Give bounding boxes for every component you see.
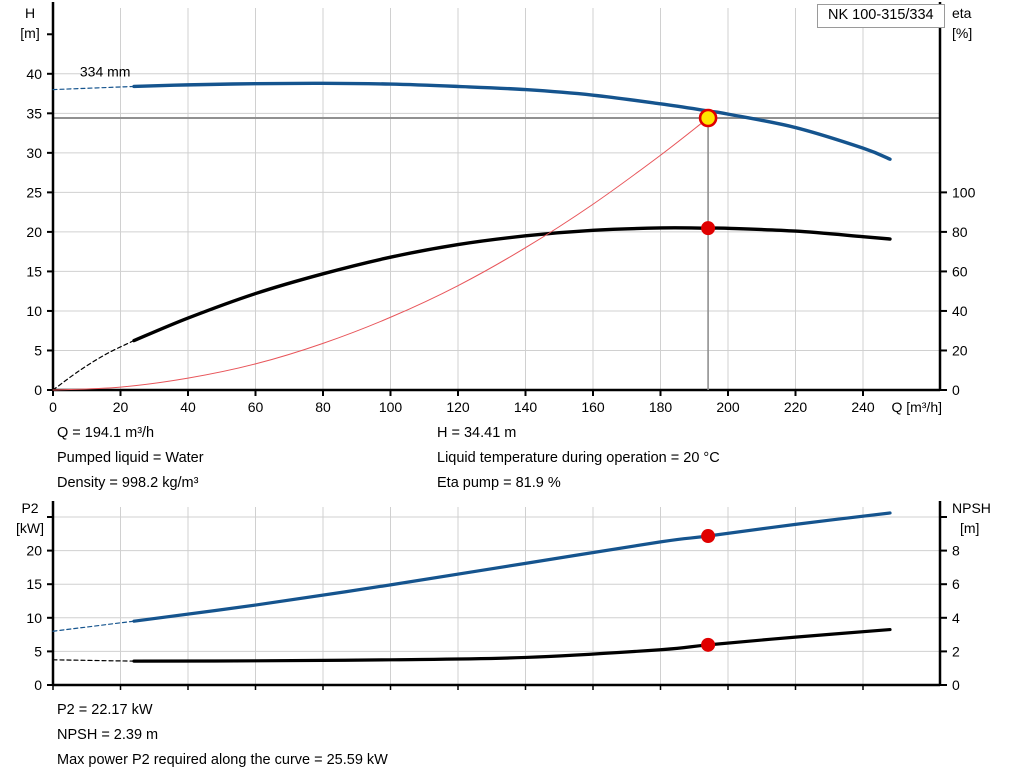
axis-label-flow: Q [m³/h] [891,399,942,415]
tick-label-eta: 60 [952,263,968,279]
tick-label-flow: 20 [113,399,129,415]
curve-eta-extrapolated [52,339,135,391]
duty-markers [698,108,718,236]
tick-label-power: 20 [26,543,42,559]
tick-label-eta: 40 [952,303,968,319]
axis-label-npsh-unit: [m] [960,520,979,536]
info-eta-pump: Eta pump = 81.9 % [437,475,561,491]
tick-label-head: 20 [26,224,42,240]
impeller-diameter-label: 334 mm [80,63,131,79]
tick-label-head: 5 [34,342,42,358]
tick-label-eta: 0 [952,382,960,398]
axis-label-power-unit: [kW] [16,520,44,536]
info-pumped-liquid: Pumped liquid = Water [57,450,204,466]
tick-label-flow: 200 [716,399,740,415]
pump-model-title: NK 100-315/334 [817,4,945,28]
axis-label-head: H [25,5,35,21]
tick-label-head: 25 [26,184,42,200]
axis-label-power: P2 [21,500,38,516]
info-liquid-temperature: Liquid temperature during operation = 20… [437,450,720,466]
tick-label-flow: 220 [784,399,808,415]
bottom-series [52,511,892,663]
tick-label-npsh: 0 [952,677,960,693]
tick-label-head: 35 [26,105,42,121]
tick-label-flow: 80 [315,399,331,415]
info-max-power: Max power P2 required along the curve = … [57,752,388,768]
bottom-axes [47,501,947,690]
tick-label-power: 10 [26,610,42,626]
tick-label-power: 0 [34,677,42,693]
duty-point-head-marker [698,108,718,128]
tick-label-head: 15 [26,263,42,279]
info-head: H = 34.41 m [437,425,517,441]
tick-label-flow: 160 [581,399,605,415]
axis-label-head-unit: [m] [20,25,39,41]
curve-system-curve [52,117,709,391]
duty-point-npsh-marker [701,637,716,652]
tick-label-flow: 240 [851,399,875,415]
top-gridlines [53,8,940,390]
duty-point-power-marker [701,529,716,544]
tick-label-head: 40 [26,66,42,82]
axis-label-eta-unit: [%] [952,25,972,41]
tick-label-flow: 100 [379,399,403,415]
tick-label-flow: 140 [514,399,538,415]
tick-label-head: 30 [26,145,42,161]
tick-label-power: 5 [34,643,42,659]
curve-npsh [132,627,892,663]
curve-p2-extrapolated [52,620,135,632]
curve-h-head-334-mm-impeller [132,81,892,161]
curve-h-head-extrapolated [52,85,135,91]
tick-label-eta: 100 [952,184,976,200]
tick-label-flow: 120 [446,399,470,415]
tick-label-power: 15 [26,576,42,592]
tick-label-npsh: 2 [952,643,960,659]
tick-label-npsh: 6 [952,576,960,592]
tick-label-flow: 180 [649,399,673,415]
top-axes [47,2,947,396]
tick-label-npsh: 4 [952,610,960,626]
curve-npsh-extrapolated [52,659,135,662]
info-p2: P2 = 22.17 kW [57,702,153,718]
bottom-duty-markers [701,529,716,652]
tick-label-eta: 20 [952,342,968,358]
axis-label-eta: eta [952,5,972,21]
tick-label-flow: 0 [49,399,57,415]
info-flow: Q = 194.1 m³/h [57,425,155,441]
info-npsh: NPSH = 2.39 m [57,727,159,743]
tick-label-flow: 60 [248,399,264,415]
tick-label-head: 0 [34,382,42,398]
tick-label-eta: 80 [952,224,968,240]
top-series [52,81,892,391]
duty-point-eta-marker [701,221,716,236]
head-efficiency-chart: 0 5 10 15 20 25 30 35 40 0 20 40 60 80 100 0 20 40 60 80 100… [20,2,976,415]
tick-label-npsh: 8 [952,543,960,559]
bottom-gridlines [53,507,940,686]
power-npsh-chart: 0 5 10 15 20 0 2 4 6 8 P2 [kW] NPSH [m] [16,500,991,693]
axis-label-npsh: NPSH [952,500,991,516]
curve-p2-power [132,511,892,623]
tick-label-head: 10 [26,303,42,319]
tick-label-flow: 40 [180,399,196,415]
info-density: Density = 998.2 kg/m³ [57,475,199,491]
curve-eta-efficiency [132,226,892,343]
